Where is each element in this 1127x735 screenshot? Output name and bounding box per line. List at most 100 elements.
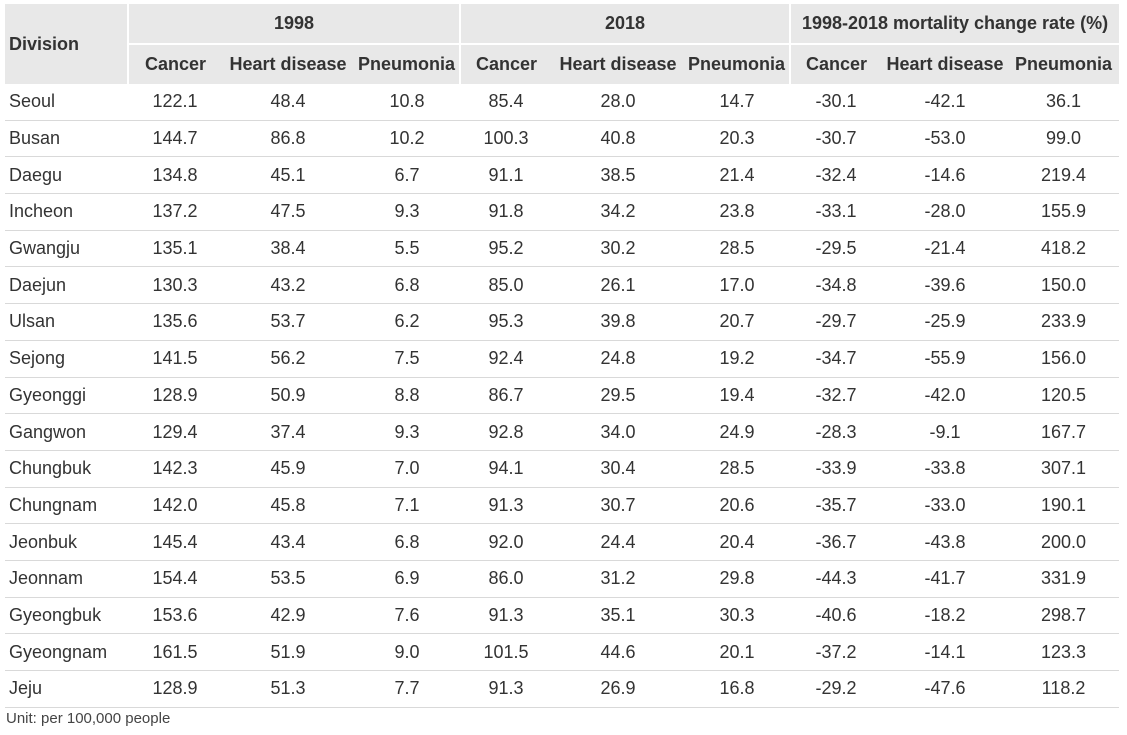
value-cell: 7.1 <box>354 487 460 525</box>
value-cell: -32.4 <box>790 156 882 195</box>
value-cell: 51.9 <box>222 633 354 671</box>
value-cell: 95.3 <box>460 303 552 341</box>
division-cell: Gyeongnam <box>5 633 128 671</box>
value-cell: 91.1 <box>460 156 552 195</box>
table-row: Gyeongnam 161.5 51.9 9.0 101.5 44.6 20.1 -37.2-… <box>5 633 1120 671</box>
value-cell: 26.1 <box>552 266 684 305</box>
value-cell: 9.0 <box>354 633 460 671</box>
value-cell: 50.9 <box>222 377 354 415</box>
table-row: Sejong 141.5 56.2 7.5 92.4 24.8 19.2 -34.7 -55.9… <box>5 340 1120 378</box>
value-cell: 29.5 <box>552 377 684 415</box>
value-cell: -33.0 <box>882 487 1008 525</box>
value-cell: 123.3 <box>1008 633 1120 671</box>
value-cell: 86.8 <box>222 120 354 158</box>
value-cell: 14.7 <box>684 84 790 121</box>
value-cell: 150.0 <box>1008 266 1120 305</box>
value-cell: 298.7 <box>1008 597 1120 635</box>
value-cell: -39.6 <box>882 266 1008 305</box>
table-row: Ulsan 135.6 53.7 6.2 95.3 39.8 20.7 -29.7 -25.9 2… <box>5 303 1120 341</box>
value-cell: 155.9 <box>1008 193 1120 231</box>
value-cell: 7.5 <box>354 340 460 378</box>
table-row: Incheon 137.2 47.5 9.3 91.8 34.2 23.8 -33.1 -28.… <box>5 193 1120 231</box>
value-cell: 95.2 <box>460 230 552 268</box>
value-cell: 135.6 <box>128 303 222 341</box>
value-cell: 45.9 <box>222 450 354 488</box>
value-cell: 39.8 <box>552 303 684 341</box>
value-cell: -41.7 <box>882 560 1008 598</box>
value-cell: 86.0 <box>460 560 552 598</box>
division-header: Division <box>5 4 128 84</box>
division-cell: Seoul <box>5 84 128 121</box>
value-cell: 6.7 <box>354 156 460 195</box>
subcol-header: Heart disease <box>552 44 684 84</box>
value-cell: -14.6 <box>882 156 1008 195</box>
division-cell: Daegu <box>5 156 128 195</box>
value-cell: -53.0 <box>882 120 1008 158</box>
table-header: Division 1998 2018 1998-2018 mortality c… <box>5 4 1120 84</box>
value-cell: -44.3 <box>790 560 882 598</box>
table-row: Daejun 130.3 43.2 6.8 85.0 26.1 17.0 -34.8 -39.6… <box>5 266 1120 305</box>
table-row: Gyeongbuk 153.6 42.9 7.6 91.3 35.1 30.3 -40.6 -1… <box>5 597 1120 635</box>
value-cell: 118.2 <box>1008 670 1120 708</box>
value-cell: -32.7 <box>790 377 882 415</box>
table-body: Seoul 122.1 48.4 10.8 85.4 28.0 14.7 -30.1 -42.1… <box>5 84 1120 708</box>
division-cell: Chungbuk <box>5 450 128 488</box>
value-cell: 219.4 <box>1008 156 1120 195</box>
value-cell: 331.9 <box>1008 560 1120 598</box>
division-cell: Jeonnam <box>5 560 128 598</box>
header-row-subcols: Cancer Heart disease Pneumonia Cancer He… <box>5 44 1120 84</box>
value-cell: 233.9 <box>1008 303 1120 341</box>
division-cell: Daejun <box>5 266 128 305</box>
value-cell: 42.9 <box>222 597 354 635</box>
value-cell: 45.8 <box>222 487 354 525</box>
value-cell: 10.8 <box>354 84 460 121</box>
division-cell: Incheon <box>5 193 128 231</box>
value-cell: 200.0 <box>1008 523 1120 561</box>
value-cell: -34.7 <box>790 340 882 378</box>
value-cell: 45.1 <box>222 156 354 195</box>
value-cell: 28.5 <box>684 450 790 488</box>
subcol-header: Heart disease <box>222 44 354 84</box>
value-cell: -40.6 <box>790 597 882 635</box>
table-row: Jeonnam 154.4 53.5 6.9 86.0 31.2 29.8 -44.3 -41.… <box>5 560 1120 598</box>
value-cell: 51.3 <box>222 670 354 708</box>
value-cell: 92.8 <box>460 413 552 451</box>
value-cell: 5.5 <box>354 230 460 268</box>
subcol-header: Cancer <box>127 44 222 84</box>
value-cell: 48.4 <box>222 84 354 121</box>
value-cell: 141.5 <box>128 340 222 378</box>
value-cell: 142.3 <box>128 450 222 488</box>
value-cell: 129.4 <box>128 413 222 451</box>
value-cell: -42.0 <box>882 377 1008 415</box>
value-cell: 36.1 <box>1008 84 1120 121</box>
value-cell: -28.0 <box>882 193 1008 231</box>
value-cell: -36.7 <box>790 523 882 561</box>
value-cell: 20.7 <box>684 303 790 341</box>
value-cell: -29.5 <box>790 230 882 268</box>
division-cell: Gangwon <box>5 413 128 451</box>
value-cell: 9.3 <box>354 413 460 451</box>
unit-footnote: Unit: per 100,000 people <box>6 710 171 727</box>
value-cell: 6.9 <box>354 560 460 598</box>
value-cell: -18.2 <box>882 597 1008 635</box>
value-cell: 28.0 <box>552 84 684 121</box>
value-cell: 53.7 <box>222 303 354 341</box>
value-cell: 7.7 <box>354 670 460 708</box>
table-row: Chungnam 142.0 45.8 7.1 91.3 30.7 20.6 -35.7 -33… <box>5 487 1120 525</box>
table-row: Busan 144.7 86.8 10.2 100.3 40.8 20.3 -30.7 -53.… <box>5 120 1120 158</box>
value-cell: 30.2 <box>552 230 684 268</box>
value-cell: 122.1 <box>128 84 222 121</box>
value-cell: 24.9 <box>684 413 790 451</box>
value-cell: 37.4 <box>222 413 354 451</box>
value-cell: 156.0 <box>1008 340 1120 378</box>
value-cell: 44.6 <box>552 633 684 671</box>
value-cell: -28.3 <box>790 413 882 451</box>
value-cell: 28.5 <box>684 230 790 268</box>
value-cell: 40.8 <box>552 120 684 158</box>
value-cell: 31.2 <box>552 560 684 598</box>
value-cell: -37.2 <box>790 633 882 671</box>
value-cell: 34.0 <box>552 413 684 451</box>
division-cell: Gyeongbuk <box>5 597 128 635</box>
value-cell: 307.1 <box>1008 450 1120 488</box>
